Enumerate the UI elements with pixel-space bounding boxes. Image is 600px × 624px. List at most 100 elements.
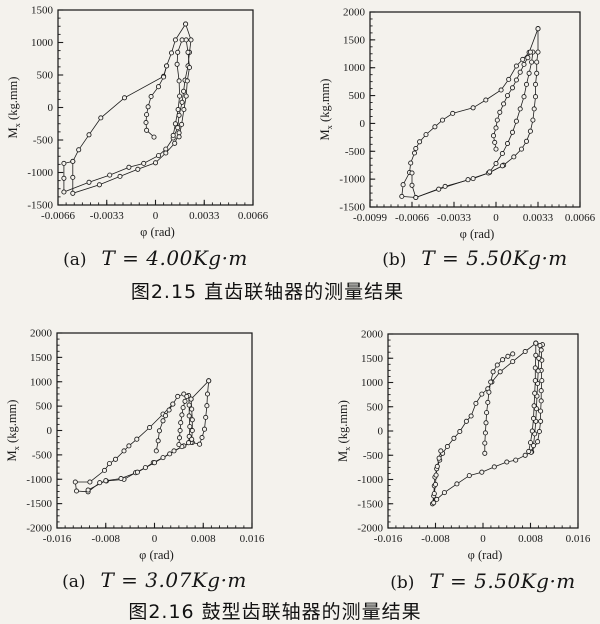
y-tick-label: -1500 (26, 498, 52, 510)
data-point-marker (525, 55, 531, 61)
data-point-marker (433, 472, 439, 478)
data-point-marker (509, 129, 516, 135)
data-point-marker (73, 488, 80, 494)
data-point-marker (168, 50, 175, 56)
data-point-marker (180, 405, 186, 411)
data-point-marker (536, 428, 542, 435)
data-point-marker (86, 132, 92, 138)
y-tick-label: -1000 (27, 167, 53, 179)
data-point-marker (175, 49, 181, 55)
x-tick-label: 0.0066 (238, 210, 269, 222)
data-point-marker (144, 127, 150, 133)
data-point-marker (501, 101, 507, 107)
data-point-marker (527, 49, 533, 55)
y-tick-label: 500 (349, 90, 366, 102)
subcaption-index: (b) (390, 573, 415, 593)
data-point-marker (513, 457, 519, 463)
data-point-marker (184, 78, 190, 84)
data-point-marker (156, 428, 162, 434)
data-point-marker (517, 69, 523, 75)
data-point-marker (61, 175, 67, 181)
data-point-marker (162, 413, 169, 419)
data-point-marker (494, 117, 500, 123)
data-point-marker (539, 378, 545, 384)
data-point-marker (172, 121, 178, 127)
data-point-marker (144, 112, 150, 118)
data-point-marker (167, 451, 173, 457)
series-right-strand-3 (528, 343, 537, 452)
data-point-marker (164, 63, 170, 69)
data-point-marker (532, 81, 539, 87)
data-point-marker (466, 473, 472, 479)
data-point-marker (499, 163, 505, 169)
data-point-marker (145, 104, 151, 110)
data-point-marker (538, 347, 544, 353)
data-point-marker (112, 456, 119, 462)
data-point-marker (155, 153, 162, 159)
subcaption-index: (b) (382, 250, 407, 270)
data-point-marker (535, 439, 541, 445)
data-point-marker (179, 37, 185, 43)
data-point-marker (161, 74, 167, 80)
data-point-marker (134, 469, 140, 475)
x-tick-label: -0.0066 (41, 210, 75, 222)
data-point-marker (179, 121, 185, 127)
fig-2-16-a: -0.016 -0.008 0 0.008 0.016 2000 1500 1000 500 0 -… (5, 328, 265, 563)
data-point-marker (70, 190, 76, 196)
data-point-marker (491, 464, 497, 470)
data-point-marker (199, 434, 205, 441)
data-point-marker (143, 119, 149, 126)
data-point-marker (76, 147, 82, 153)
data-point-marker (479, 469, 485, 475)
data-point-marker (432, 481, 439, 487)
data-point-marker (171, 448, 177, 454)
y-tick-label: 0 (378, 426, 384, 438)
x-tick-label: -0.0033 (90, 210, 124, 222)
y-axis-title: Mx (kg.mm) (6, 77, 22, 139)
data-point-marker (186, 402, 192, 408)
data-point-marker (533, 352, 539, 358)
data-point-marker (61, 189, 67, 195)
data-point-marker (101, 467, 108, 473)
data-point-marker (172, 140, 178, 146)
data-point-marker (103, 478, 109, 484)
data-point-marker (188, 396, 194, 402)
fig-2-15-a: -0.0066 -0.0033 0 0.0033 0.0066 1500 1000 500 0 -… (6, 5, 269, 240)
data-point-marker (61, 160, 67, 166)
data-point-marker (106, 461, 112, 467)
data-point-marker (451, 435, 457, 441)
data-point-marker (485, 399, 491, 405)
y-tick-label: 1000 (343, 62, 366, 74)
data-point-marker (444, 443, 450, 450)
data-point-marker (70, 158, 76, 164)
data-point-marker (513, 77, 519, 83)
x-axis-title: φ (rad) (140, 225, 175, 239)
x-tick-label: 0.0033 (523, 212, 554, 224)
x-tick-label: 0 (480, 533, 486, 545)
y-tick-label: -1000 (357, 474, 383, 486)
data-point-marker (155, 84, 162, 90)
subcaption-index: (a) (63, 250, 87, 270)
y-tick-label: 2000 (30, 328, 53, 340)
data-point-marker (176, 134, 182, 140)
data-point-marker (183, 93, 189, 99)
data-point-marker (520, 56, 526, 62)
subcaption-index: (a) (62, 572, 86, 592)
data-point-marker (121, 95, 128, 101)
data-point-marker (434, 496, 440, 502)
plot-box (387, 333, 579, 529)
data-point-marker (147, 424, 153, 431)
data-point-marker (70, 174, 76, 180)
data-point-marker (151, 460, 158, 466)
data-point-marker (160, 455, 166, 461)
figure-2-16-caption: 图2.16 鼓型齿联轴器的测量结果 (128, 601, 422, 623)
plot-box (57, 9, 254, 206)
data-point-marker (423, 132, 429, 138)
y-tick-label: 500 (36, 401, 53, 413)
data-point-marker (526, 448, 532, 454)
x-tick-label: 0 (152, 533, 158, 545)
data-point-marker (87, 479, 93, 485)
x-tick-label: 0.0066 (565, 212, 596, 224)
data-point-marker (96, 182, 102, 188)
